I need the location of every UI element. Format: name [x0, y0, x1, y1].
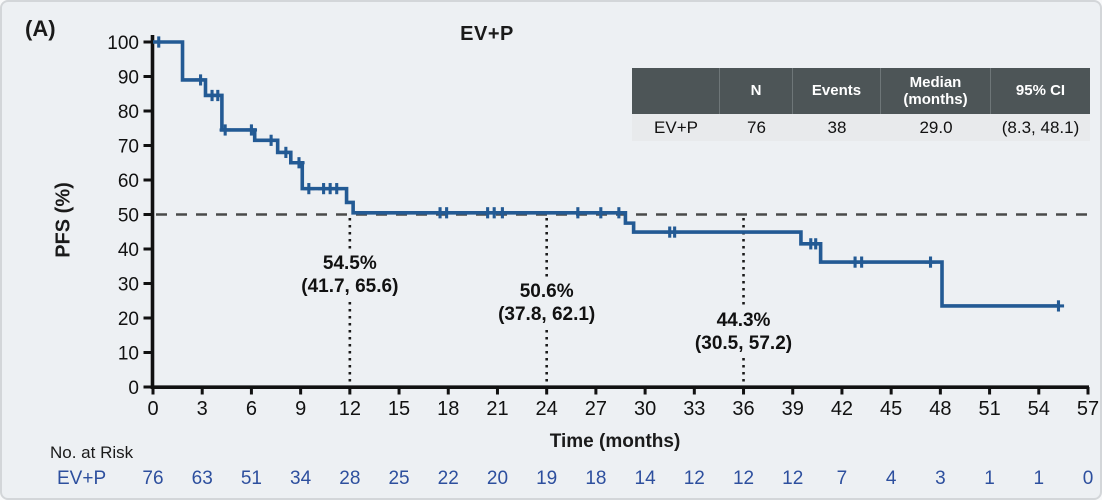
x-tick-label-21: 21 — [486, 398, 508, 420]
x-tick-label-3: 3 — [197, 398, 208, 420]
risk-count-month-27: 18 — [585, 468, 607, 489]
y-tick-label-30: 30 — [118, 275, 139, 296]
risk-count-month-18: 22 — [437, 468, 459, 489]
x-tick-label-24: 24 — [536, 398, 558, 420]
stats-cell-n: 76 — [720, 114, 793, 141]
x-axis-title: Time (months) — [549, 431, 681, 452]
stats-header-median: Median (months) — [881, 68, 991, 114]
risk-count-month-36: 12 — [732, 468, 755, 489]
stats-table-header-row: N Events Median (months) 95% CI — [632, 68, 1090, 114]
x-tick-label-6: 6 — [246, 398, 257, 420]
risk-count-month-3: 63 — [191, 468, 213, 489]
x-tick-label-39: 39 — [782, 398, 804, 420]
annotation-12mo: 54.5% (41.7, 65.6) — [297, 251, 403, 299]
x-tick-label-27: 27 — [585, 398, 607, 420]
stats-cell-ci: (8.3, 48.1) — [991, 114, 1090, 141]
no-at-risk-label: No. at Risk — [50, 443, 134, 462]
risk-count-month-12: 28 — [339, 468, 361, 489]
x-tick-label-45: 45 — [880, 398, 902, 420]
risk-count-month-0: 76 — [142, 468, 164, 489]
y-tick-label-70: 70 — [118, 137, 139, 158]
risk-count-month-33: 12 — [683, 468, 705, 489]
x-tick-label-57: 57 — [1077, 398, 1099, 420]
stats-header-events: Events — [793, 68, 881, 114]
x-tick-label-30: 30 — [634, 398, 656, 420]
x-tick-label-9: 9 — [295, 398, 306, 420]
stats-header-n: N — [720, 68, 793, 114]
stats-cell-arm: EV+P — [632, 114, 720, 141]
y-tick-label-50: 50 — [118, 206, 139, 227]
y-tick-label-10: 10 — [118, 344, 139, 365]
risk-count-month-9: 34 — [290, 468, 312, 489]
risk-count-month-51: 1 — [984, 468, 995, 489]
risk-count-month-6: 51 — [240, 468, 262, 489]
panel-label: (A) — [25, 16, 56, 41]
x-tick-label-15: 15 — [388, 398, 410, 420]
x-tick-label-0: 0 — [147, 398, 158, 420]
x-tick-label-48: 48 — [929, 398, 951, 420]
y-tick-label-90: 90 — [118, 68, 139, 89]
risk-row-series-label: EV+P — [57, 468, 107, 489]
risk-count-month-48: 3 — [935, 468, 946, 489]
stats-table: N Events Median (months) 95% CI EV+P 76 … — [632, 68, 1090, 141]
risk-count-month-39: 12 — [782, 468, 804, 489]
stats-header-blank — [632, 68, 720, 114]
risk-count-month-57: 0 — [1082, 468, 1094, 489]
x-tick-label-54: 54 — [1028, 398, 1050, 420]
risk-count-month-42: 7 — [836, 468, 848, 489]
risk-count-month-21: 20 — [486, 468, 509, 489]
y-tick-label-100: 100 — [107, 33, 139, 54]
y-tick-label-40: 40 — [118, 240, 139, 261]
x-tick-label-12: 12 — [339, 398, 361, 420]
stats-cell-median: 29.0 — [881, 114, 991, 141]
risk-count-month-24: 19 — [536, 468, 558, 489]
y-tick-label-20: 20 — [118, 309, 139, 330]
y-tick-label-60: 60 — [118, 171, 139, 192]
risk-count-month-15: 25 — [388, 468, 410, 489]
risk-count-month-30: 14 — [634, 468, 656, 489]
y-tick-label-0: 0 — [128, 378, 139, 399]
x-tick-label-51: 51 — [978, 398, 1000, 420]
x-tick-label-18: 18 — [437, 398, 459, 420]
annotation-24mo: 50.6% (37.8, 62.1) — [494, 279, 600, 327]
y-tick-label-80: 80 — [118, 102, 139, 123]
x-tick-label-36: 36 — [732, 398, 754, 420]
stats-table-data-row: EV+P 76 38 29.0 (8.3, 48.1) — [632, 114, 1090, 141]
x-tick-label-42: 42 — [831, 398, 853, 420]
annotation-36mo: 44.3% (30.5, 57.2) — [690, 308, 797, 356]
chart-title: EV+P — [460, 23, 514, 45]
risk-count-month-54: 1 — [1033, 468, 1045, 489]
stats-header-ci: 95% CI — [991, 68, 1090, 114]
stats-cell-events: 38 — [793, 114, 881, 141]
x-tick-label-33: 33 — [683, 398, 705, 420]
risk-count-month-45: 4 — [885, 468, 897, 489]
